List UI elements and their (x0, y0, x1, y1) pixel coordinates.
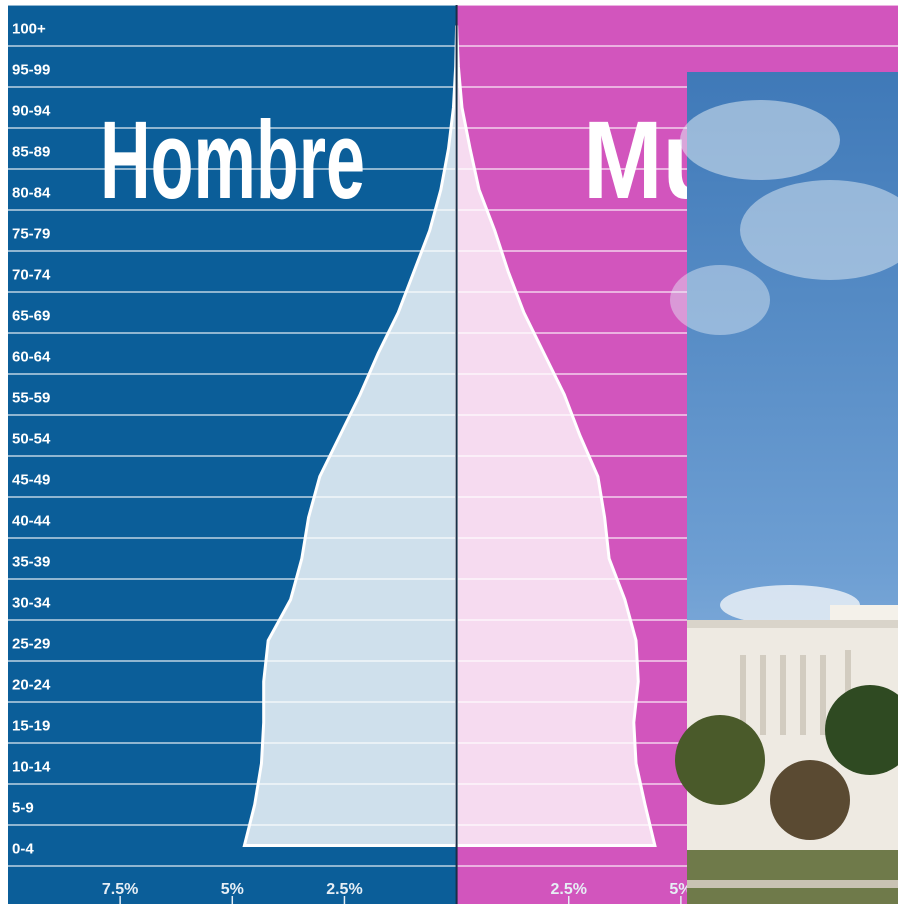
age-label: 20-24 (12, 677, 51, 694)
age-label: 55-59 (12, 390, 50, 407)
age-label: 45-49 (12, 472, 50, 489)
photo (670, 72, 898, 904)
chart: HombreMujer0-45-910-1415-1920-2425-2930-… (0, 0, 898, 904)
age-label: 40-44 (12, 513, 51, 530)
photo-path (687, 880, 898, 888)
photo-building (687, 620, 898, 628)
age-label: 60-64 (12, 349, 51, 366)
x-tick-label: 2.5% (551, 881, 587, 898)
age-label: 0-4 (12, 841, 34, 858)
x-tick-label: 2.5% (326, 881, 362, 898)
photo-tree (770, 760, 850, 840)
age-label: 15-19 (12, 718, 50, 735)
age-label: 95-99 (12, 62, 50, 79)
age-label: 100+ (12, 21, 46, 38)
photo-cloud (680, 100, 840, 180)
age-label: 85-89 (12, 144, 50, 161)
age-label: 30-34 (12, 595, 51, 612)
age-label: 75-79 (12, 226, 50, 243)
age-label: 10-14 (12, 759, 51, 776)
age-label: 25-29 (12, 636, 50, 653)
series-label: Hombre (100, 99, 365, 222)
age-label: 80-84 (12, 185, 51, 202)
x-tick-label: 7.5% (102, 881, 138, 898)
age-label: 65-69 (12, 308, 50, 325)
x-tick-label: 5% (221, 881, 244, 898)
age-label: 90-94 (12, 103, 51, 120)
age-label: 70-74 (12, 267, 51, 284)
age-label: 5-9 (12, 800, 34, 817)
age-label: 50-54 (12, 431, 51, 448)
photo-lawn (687, 850, 898, 904)
photo-tree (675, 715, 765, 805)
age-label: 35-39 (12, 554, 50, 571)
photo-cloud (670, 265, 770, 335)
